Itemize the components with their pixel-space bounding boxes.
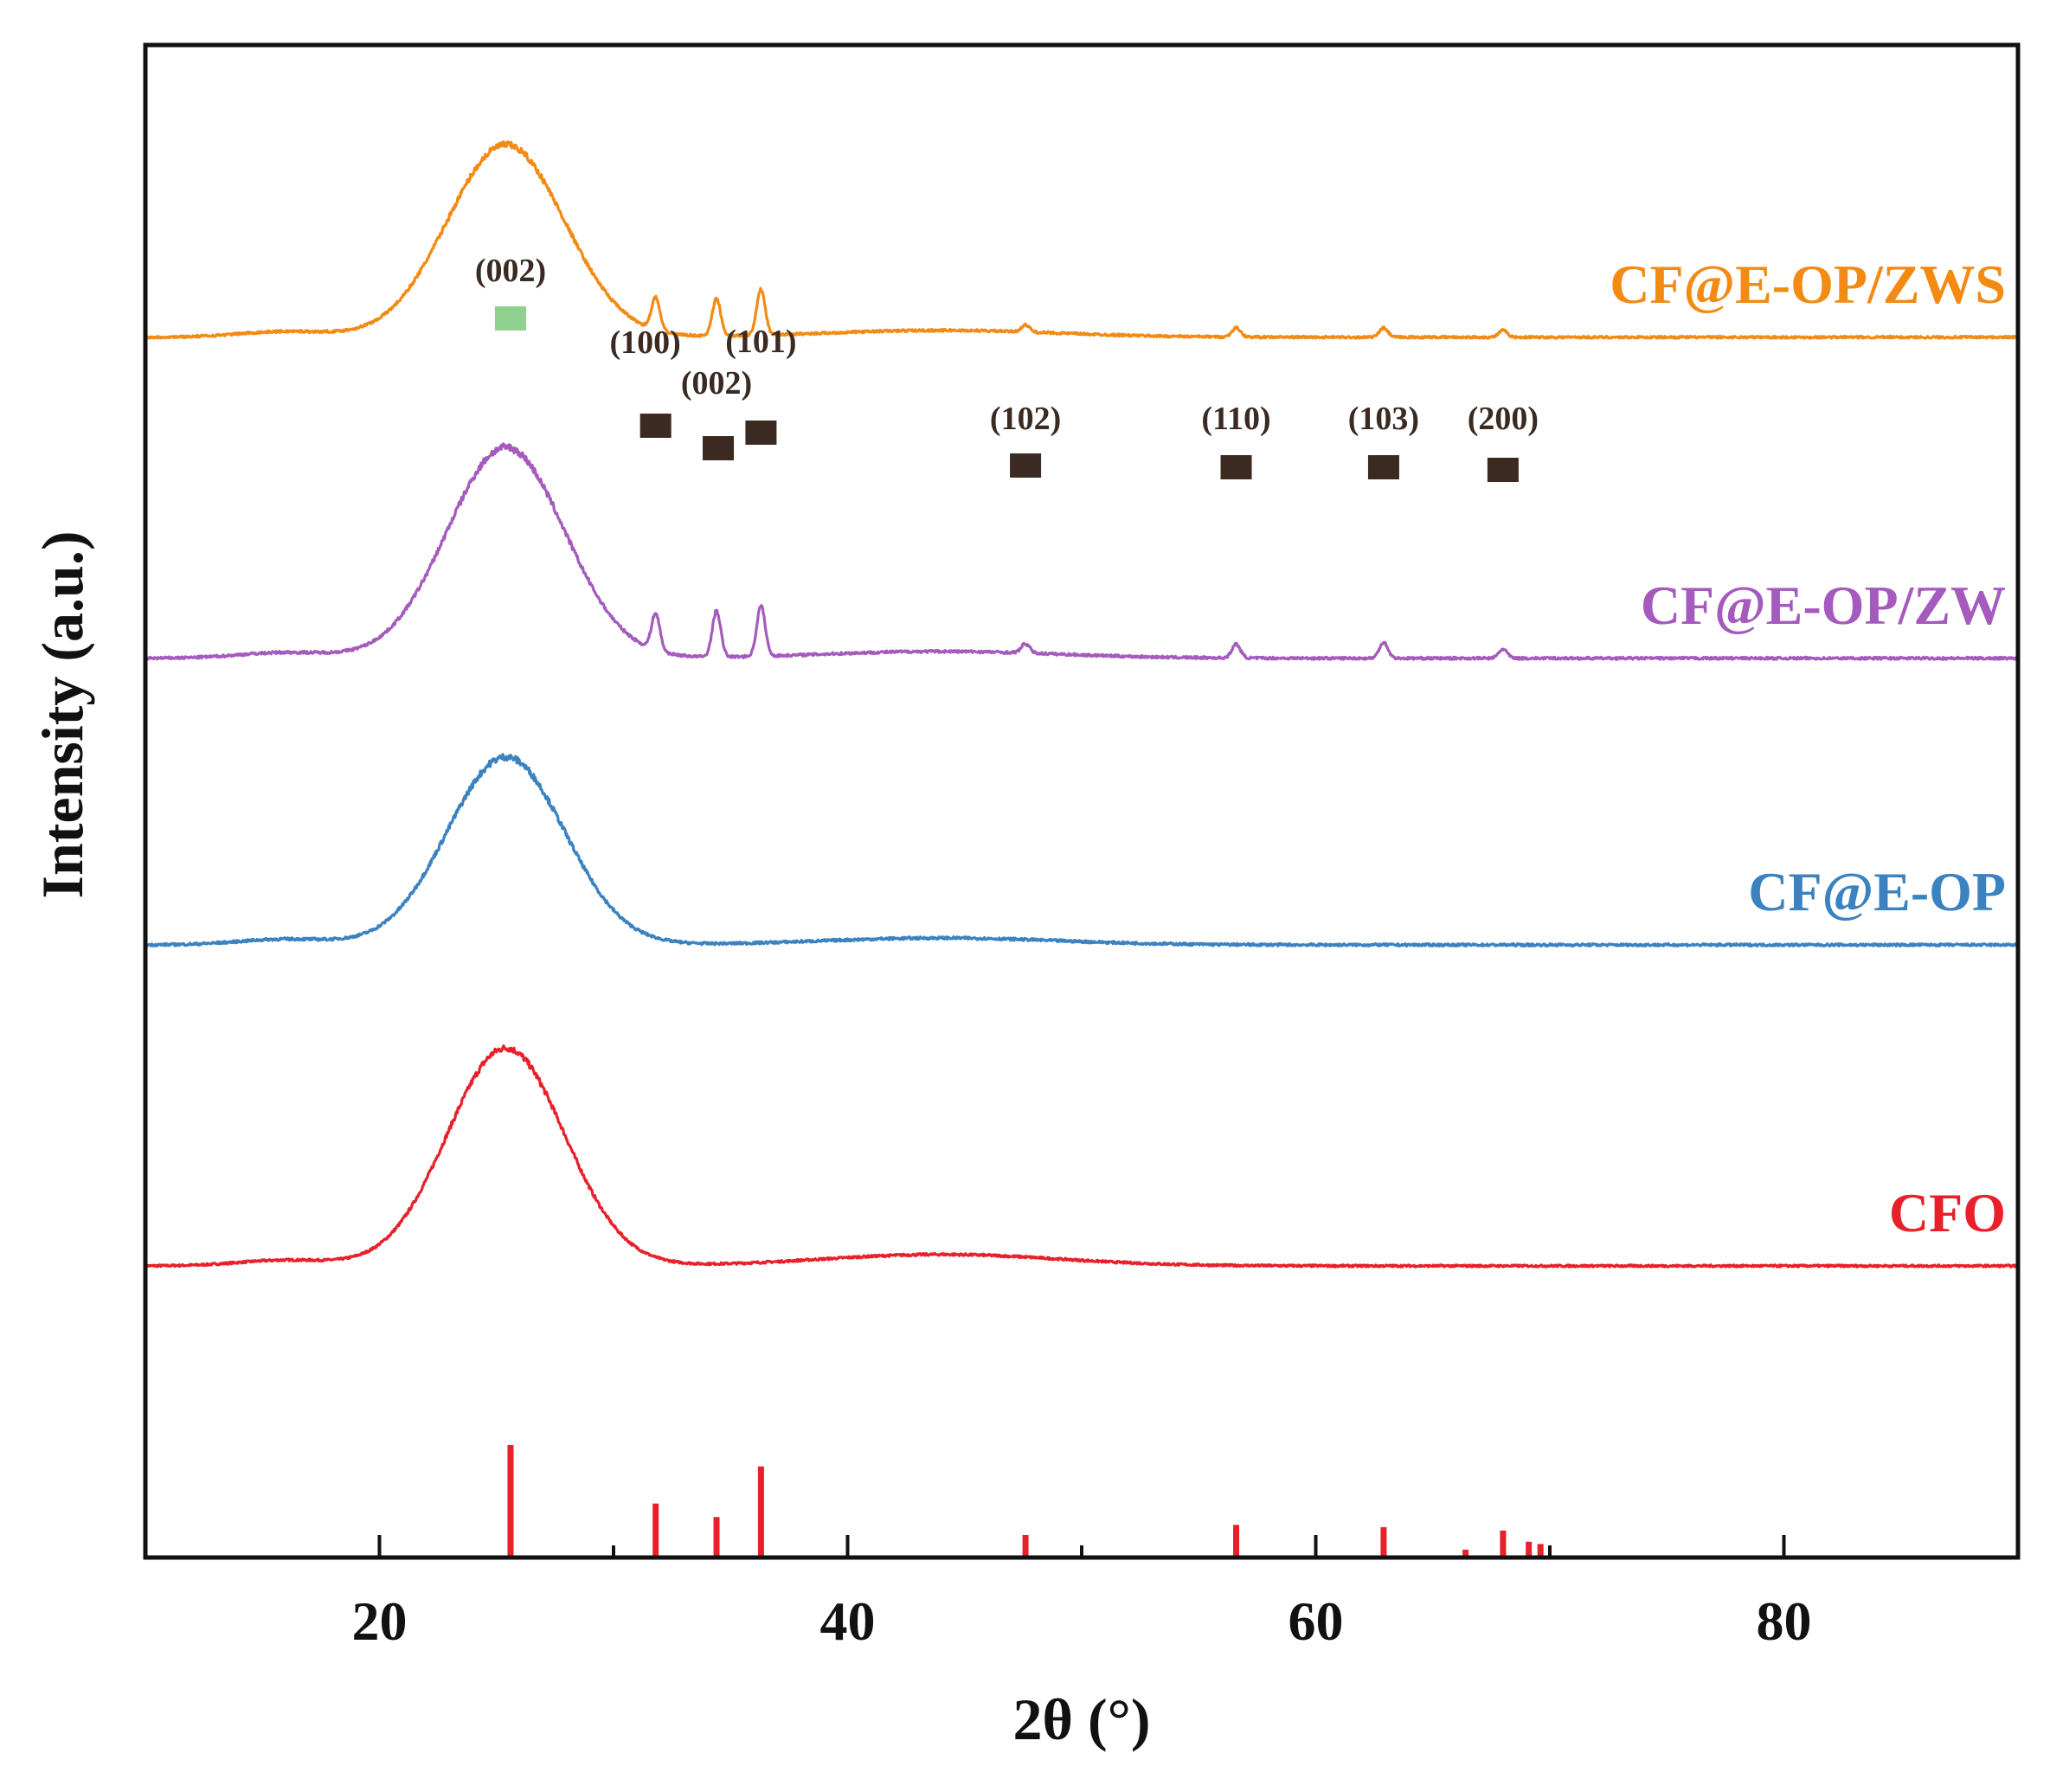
peak-marker (494, 306, 526, 331)
peak-index-label: (101) (725, 324, 796, 360)
series-label: CFO (1889, 1182, 2006, 1243)
peak-index-label: (200) (1468, 401, 1539, 437)
peak-index-label: (110) (1201, 401, 1270, 437)
series-label: CF@E-OP/ZWS (1610, 254, 2006, 315)
x-tick-label: 80 (1757, 1590, 1812, 1652)
series-line-cf-e-op-zws (144, 140, 2019, 340)
series-line-cf-e-op (144, 753, 2020, 947)
x-axis-title: 2θ (°) (1013, 1686, 1151, 1752)
peak-marker (639, 414, 672, 438)
peak-marker (1367, 455, 1399, 479)
x-axis-ticks: 20 40 60 80 (352, 1535, 2020, 1652)
y-axis-title: Intensity (a.u.) (29, 530, 95, 898)
x-tick-label: 40 (820, 1590, 876, 1652)
peak-index-label: (002) (475, 253, 546, 289)
peak-marker (1010, 453, 1042, 478)
plot-content: CFOCF@E-OPCF@E-OP/ZWCF@E-OP/ZWS(002)(100… (144, 140, 2020, 1558)
peak-index-label: (100) (610, 324, 681, 361)
series-label: CF@E-OP/ZW (1641, 575, 2006, 636)
x-tick-label: 20 (352, 1590, 408, 1652)
peak-marker (745, 421, 777, 445)
peak-marker (1487, 458, 1519, 482)
x-tick-label: 60 (1288, 1590, 1344, 1652)
peak-marker (1220, 455, 1252, 479)
peak-index-label: (103) (1348, 401, 1419, 437)
series-line-cf-e-op-zw (145, 442, 2019, 661)
series-label: CF@E-OP (1748, 861, 2006, 922)
peak-marker (703, 436, 735, 460)
series-line-cfo (144, 1044, 2019, 1269)
peak-index-label: (102) (990, 401, 1061, 437)
peak-index-label: (002) (681, 365, 752, 401)
